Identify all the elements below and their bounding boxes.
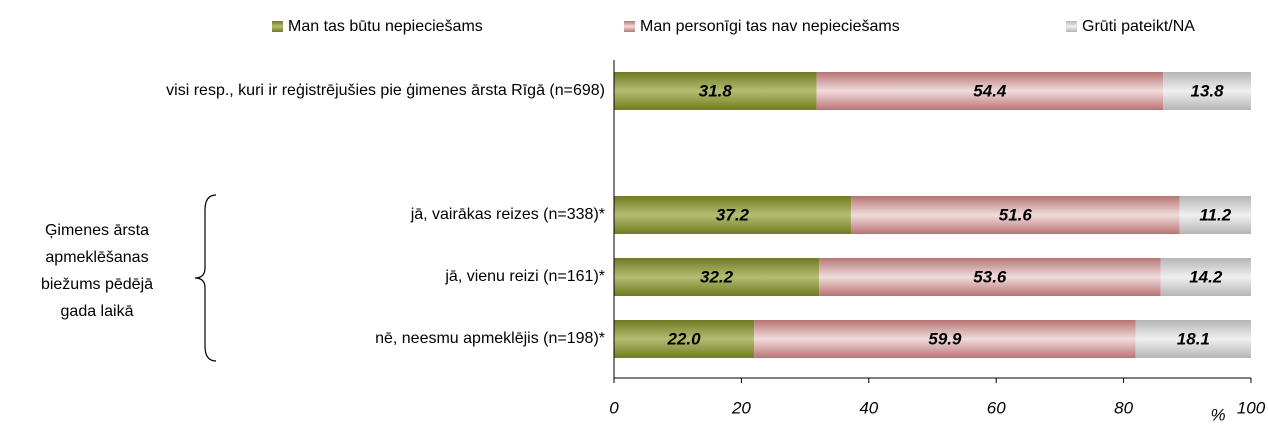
bar-segment bbox=[614, 258, 820, 296]
category-label: jā, vienu reizi (n=161)* bbox=[444, 268, 605, 285]
bar-segment bbox=[1179, 196, 1251, 234]
x-axis-label: % bbox=[1210, 405, 1225, 424]
legend-swatch bbox=[624, 21, 635, 32]
value-label: 18.1 bbox=[1177, 329, 1210, 348]
x-tick-label: 0 bbox=[609, 398, 619, 417]
value-label: 59.9 bbox=[928, 329, 962, 348]
bar-segment bbox=[614, 320, 755, 358]
legend-label: Man tas būtu nepieciešams bbox=[288, 18, 483, 35]
bar-segment bbox=[754, 320, 1136, 358]
bar-segment bbox=[850, 196, 1180, 234]
value-label: 37.2 bbox=[716, 205, 750, 224]
value-label: 11.2 bbox=[1199, 205, 1231, 224]
value-label: 13.8 bbox=[1191, 81, 1225, 100]
annotation-line: apmeklēšanas bbox=[45, 249, 148, 266]
bar-segment bbox=[1163, 72, 1251, 110]
category-label: nē, neesmu apmeklējis (n=198)* bbox=[375, 330, 605, 347]
x-tick-label: 40 bbox=[859, 398, 878, 417]
value-label: 22.0 bbox=[667, 329, 702, 348]
category-label: jā, vairākas reizes (n=338)* bbox=[410, 206, 605, 223]
x-tick-label: 60 bbox=[987, 398, 1006, 417]
value-label: 53.6 bbox=[973, 267, 1007, 286]
x-tick-label: 20 bbox=[731, 398, 751, 417]
annotation-line: Ģimenes ārsta bbox=[45, 222, 149, 239]
value-label: 54.4 bbox=[973, 81, 1007, 100]
legend-label: Grūti pateikt/NA bbox=[1082, 18, 1195, 35]
value-label: 14.2 bbox=[1189, 267, 1223, 286]
brace bbox=[194, 194, 217, 362]
value-label: 51.6 bbox=[999, 205, 1033, 224]
bar-segment bbox=[614, 196, 851, 234]
x-tick-label: 80 bbox=[1114, 398, 1133, 417]
value-label: 32.2 bbox=[700, 267, 734, 286]
legend-swatch bbox=[272, 21, 283, 32]
value-label: 31.8 bbox=[699, 81, 733, 100]
category-label: visi resp., kuri ir reģistrējušies pie ģ… bbox=[166, 81, 605, 99]
bar-segment bbox=[819, 258, 1161, 296]
annotation-line: biežums pēdējā bbox=[41, 276, 153, 293]
x-tick-label: 100 bbox=[1237, 398, 1266, 417]
legend-swatch bbox=[1066, 21, 1077, 32]
annotation-line: gada laikā bbox=[61, 303, 134, 320]
bar-segment bbox=[1160, 258, 1251, 296]
legend-label: Man personīgi tas nav nepieciešams bbox=[640, 18, 900, 35]
bar-segment bbox=[816, 72, 1164, 110]
bar-segment bbox=[614, 72, 817, 110]
bar-segment bbox=[1135, 320, 1251, 358]
